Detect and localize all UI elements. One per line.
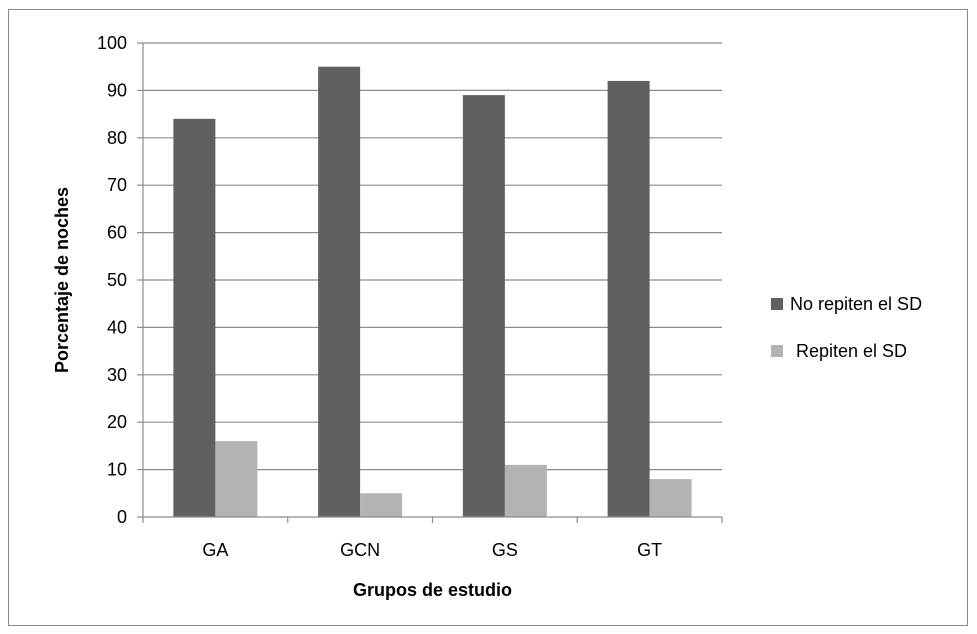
y-tick-label: 70 [107, 175, 127, 195]
y-tick-label: 40 [107, 317, 127, 337]
legend-swatch-1 [771, 298, 783, 310]
y-tick-label: 10 [107, 460, 127, 480]
bar-gs-series-2 [504, 464, 547, 517]
axes [142, 43, 723, 523]
bar-ga-series-2 [215, 441, 258, 517]
x-tick-label: GA [202, 540, 228, 560]
bars [173, 66, 692, 518]
legend-label-2: Repiten el SD [796, 341, 907, 361]
bar-ga-series-1 [173, 118, 216, 517]
x-axis-title: Grupos de estudio [353, 580, 512, 600]
y-tick-label: 20 [107, 412, 127, 432]
legend-label-1: No repiten el SD [790, 294, 922, 314]
x-tick-label: GT [637, 540, 662, 560]
bar-gcn-series-1 [318, 66, 361, 517]
y-tick-label: 80 [107, 128, 127, 148]
y-tick-label: 60 [107, 223, 127, 243]
y-axis-title: Porcentaje de noches [52, 187, 72, 373]
y-tick-label: 30 [107, 365, 127, 385]
y-tick-label: 90 [107, 80, 127, 100]
legend-swatch-2 [771, 345, 783, 357]
x-tick-label: GCN [340, 540, 380, 560]
x-tick-label: GS [492, 540, 518, 560]
bar-gs-series-1 [462, 95, 505, 517]
bar-gt-series-1 [607, 80, 650, 518]
y-tick-label: 50 [107, 270, 127, 290]
y-tick-label: 100 [97, 33, 127, 53]
legend: No repiten el SD Repiten el SD [771, 294, 922, 361]
bar-gt-series-2 [649, 479, 692, 517]
bar-gcn-series-2 [360, 493, 403, 517]
y-tick-labels: 0 10 20 30 40 50 60 70 80 90 100 [97, 33, 127, 527]
x-tick-labels: GA GCN GS GT [202, 540, 662, 560]
y-tick-label: 0 [117, 507, 127, 527]
